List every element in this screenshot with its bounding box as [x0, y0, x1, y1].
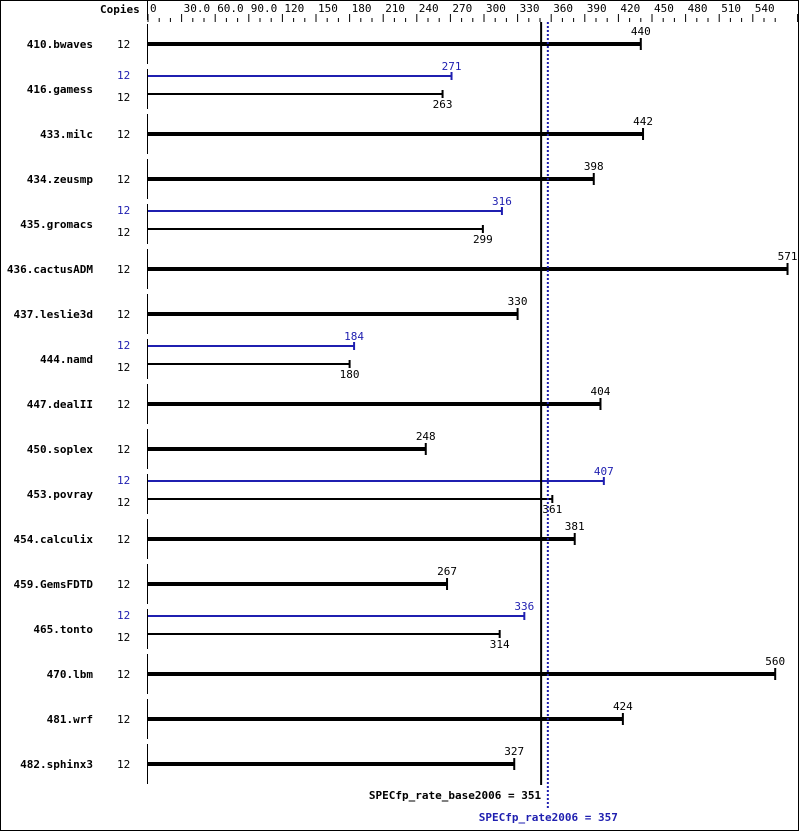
- base-copies: 12: [117, 38, 130, 51]
- tick-label: 330: [520, 2, 540, 15]
- tick-label: 510: [721, 2, 741, 15]
- peak-copies: 12: [117, 339, 130, 352]
- base-copies: 12: [117, 578, 130, 591]
- base-value: 398: [584, 160, 604, 173]
- base-copies: 12: [117, 496, 130, 509]
- base-copies: 12: [117, 631, 130, 644]
- tick-label: 180: [352, 2, 372, 15]
- benchmark-label: 465.tonto: [33, 623, 93, 636]
- base-copies: 12: [117, 443, 130, 456]
- base-copies: 12: [117, 361, 130, 374]
- tick-label: 90.0: [251, 2, 277, 15]
- benchmark-label: 433.milc: [40, 128, 93, 141]
- benchmark-label: 481.wrf: [47, 713, 93, 726]
- peak-copies: 12: [117, 69, 130, 82]
- base-mean-label: SPECfp_rate_base2006 = 351: [369, 789, 542, 802]
- base-copies: 12: [117, 758, 130, 771]
- base-value: 299: [473, 233, 493, 246]
- base-value: 330: [508, 295, 528, 308]
- base-copies: 12: [117, 398, 130, 411]
- peak-value: 407: [594, 465, 614, 478]
- benchmark-label: 435.gromacs: [20, 218, 93, 231]
- base-value: 180: [340, 368, 360, 381]
- benchmark-label: 444.namd: [40, 353, 93, 366]
- benchmark-label: 459.GemsFDTD: [14, 578, 94, 591]
- base-value: 381: [565, 520, 585, 533]
- benchmark-label: 454.calculix: [14, 533, 94, 546]
- benchmark-label: 434.zeusmp: [27, 173, 94, 186]
- base-value: 440: [631, 25, 651, 38]
- base-copies: 12: [117, 713, 130, 726]
- benchmark-label: 450.soplex: [27, 443, 94, 456]
- tick-label: 30.0: [184, 2, 211, 15]
- tick-label: 360: [553, 2, 573, 15]
- peak-value: 316: [492, 195, 512, 208]
- benchmark-label: 447.dealII: [27, 398, 93, 411]
- base-value: 560: [765, 655, 785, 668]
- base-value: 442: [633, 115, 653, 128]
- tick-label: 420: [620, 2, 640, 15]
- tick-label: 120: [284, 2, 304, 15]
- benchmark-label: 410.bwaves: [27, 38, 93, 51]
- benchmark-label: 436.cactusADM: [7, 263, 93, 276]
- tick-label: 270: [452, 2, 472, 15]
- base-copies: 12: [117, 308, 130, 321]
- base-copies: 12: [117, 668, 130, 681]
- peak-mean-label: SPECfp_rate2006 = 357: [479, 811, 618, 824]
- tick-label: 450: [654, 2, 674, 15]
- tick-label: 240: [419, 2, 439, 15]
- peak-value: 271: [442, 60, 462, 73]
- tick-label: 210: [385, 2, 405, 15]
- base-copies: 12: [117, 226, 130, 239]
- tick-label: 390: [587, 2, 607, 15]
- copies-header: Copies: [100, 3, 140, 16]
- benchmark-label: 453.povray: [27, 488, 94, 501]
- tick-label: 150: [318, 2, 338, 15]
- base-value: 263: [433, 98, 453, 111]
- tick-label: 480: [688, 2, 708, 15]
- peak-value: 336: [514, 600, 534, 613]
- base-copies: 12: [117, 173, 130, 186]
- base-copies: 12: [117, 91, 130, 104]
- base-value: 424: [613, 700, 633, 713]
- tick-label: 540: [755, 2, 775, 15]
- base-value: 571: [778, 250, 798, 263]
- tick-label: 300: [486, 2, 506, 15]
- benchmark-label: 470.lbm: [47, 668, 94, 681]
- peak-value: 184: [344, 330, 364, 343]
- base-value: 361: [542, 503, 562, 516]
- base-copies: 12: [117, 533, 130, 546]
- base-value: 248: [416, 430, 436, 443]
- tick-label: 60.0: [217, 2, 244, 15]
- base-copies: 12: [117, 263, 130, 276]
- base-value: 404: [591, 385, 611, 398]
- base-value: 267: [437, 565, 457, 578]
- base-copies: 12: [117, 128, 130, 141]
- peak-copies: 12: [117, 204, 130, 217]
- benchmark-label: 416.gamess: [27, 83, 93, 96]
- peak-copies: 12: [117, 609, 130, 622]
- tick-label: 0: [150, 2, 157, 15]
- base-value: 327: [504, 745, 524, 758]
- peak-copies: 12: [117, 474, 130, 487]
- base-value: 314: [490, 638, 510, 651]
- benchmark-label: 482.sphinx3: [20, 758, 93, 771]
- benchmark-label: 437.leslie3d: [14, 308, 93, 321]
